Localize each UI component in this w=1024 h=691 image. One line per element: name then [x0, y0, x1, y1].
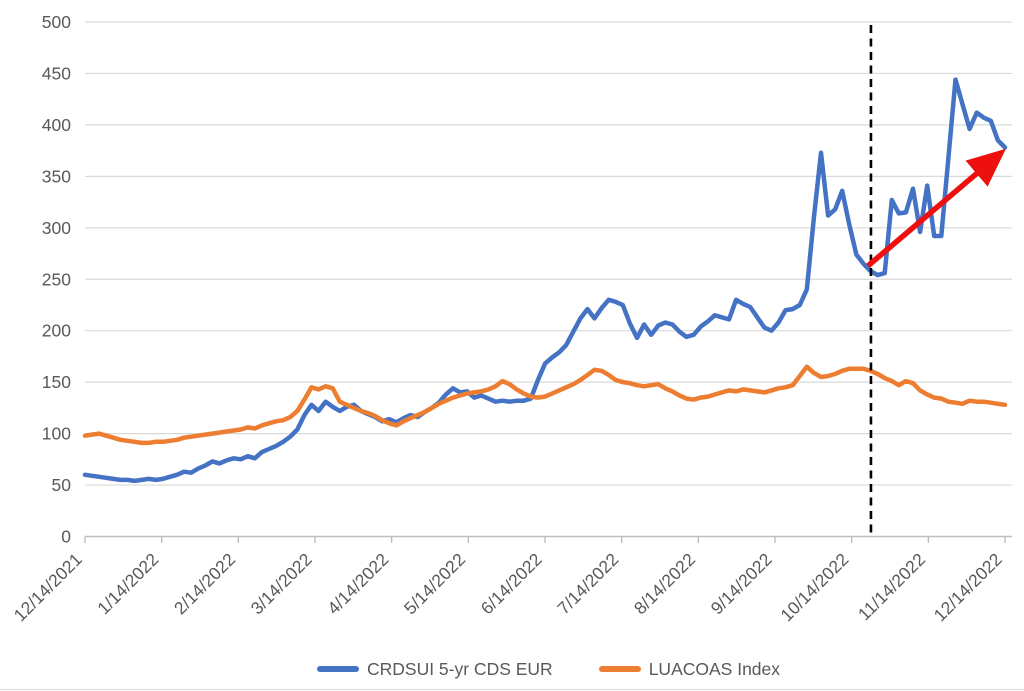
annotations — [866, 25, 1006, 537]
trend-arrow — [866, 148, 1006, 268]
x-tick-label-3: 3/14/2022 — [247, 549, 316, 618]
x-tick-label-5: 5/14/2022 — [400, 549, 469, 618]
y-tick-label-150: 150 — [42, 372, 71, 392]
y-tick-label-200: 200 — [42, 321, 71, 341]
x-tick-label-7: 7/14/2022 — [553, 549, 622, 618]
legend-swatch-blue-line — [316, 666, 359, 672]
x-tick-label-12: 12/14/2022 — [930, 549, 1006, 625]
y-tick-label-0: 0 — [61, 527, 71, 547]
y-tick-label-500: 500 — [42, 12, 71, 32]
y-tick-label-450: 450 — [42, 63, 71, 83]
x-tick-label-4: 4/14/2022 — [323, 549, 392, 618]
legend-label-luacoas: LUACOAS Index — [648, 658, 781, 679]
x-tick-label-2: 2/14/2022 — [170, 549, 239, 618]
series-line-0 — [82, 77, 1008, 484]
x-tick-label-0: 12/14/2021 — [10, 549, 86, 625]
legend-label-crdsui: CRDSUI 5-yr CDS EUR — [366, 658, 553, 679]
x-axis: 12/14/2021 1/14/2022 2/14/2022 3/14/2022 4/1… — [10, 536, 1006, 625]
bottom-divider-line — [0, 689, 1024, 690]
chart-legend: CRDSUI 5-yr CDS EUR LUACOAS Index — [85, 652, 1012, 686]
gridlines — [85, 21, 1012, 538]
y-tick-label-50: 50 — [52, 475, 72, 495]
legend-swatch-orange-line — [598, 666, 641, 672]
legend-item-crdsui: CRDSUI 5-yr CDS EUR — [316, 658, 553, 680]
x-tick-label-8: 8/14/2022 — [630, 549, 699, 618]
x-tick-label-11: 11/14/2022 — [854, 549, 929, 624]
x-tick-label-10: 10/14/2022 — [776, 549, 852, 625]
y-axis-labels: 0 50 100 150 200 250 300 350 400 450 500 — [42, 12, 71, 547]
series-lines — [82, 77, 1008, 484]
y-tick-label-350: 350 — [42, 166, 71, 186]
x-tick-label-9: 9/14/2022 — [707, 549, 776, 618]
series-line-1 — [82, 364, 1008, 446]
y-tick-label-400: 400 — [42, 115, 71, 135]
y-tick-label-300: 300 — [42, 218, 71, 238]
x-tick-label-1: 1/14/2022 — [93, 549, 162, 618]
x-tick-label-6: 6/14/2022 — [477, 549, 546, 618]
y-tick-label-250: 250 — [42, 269, 71, 289]
y-tick-label-100: 100 — [42, 424, 71, 444]
legend-item-luacoas: LUACOAS Index — [598, 658, 781, 680]
